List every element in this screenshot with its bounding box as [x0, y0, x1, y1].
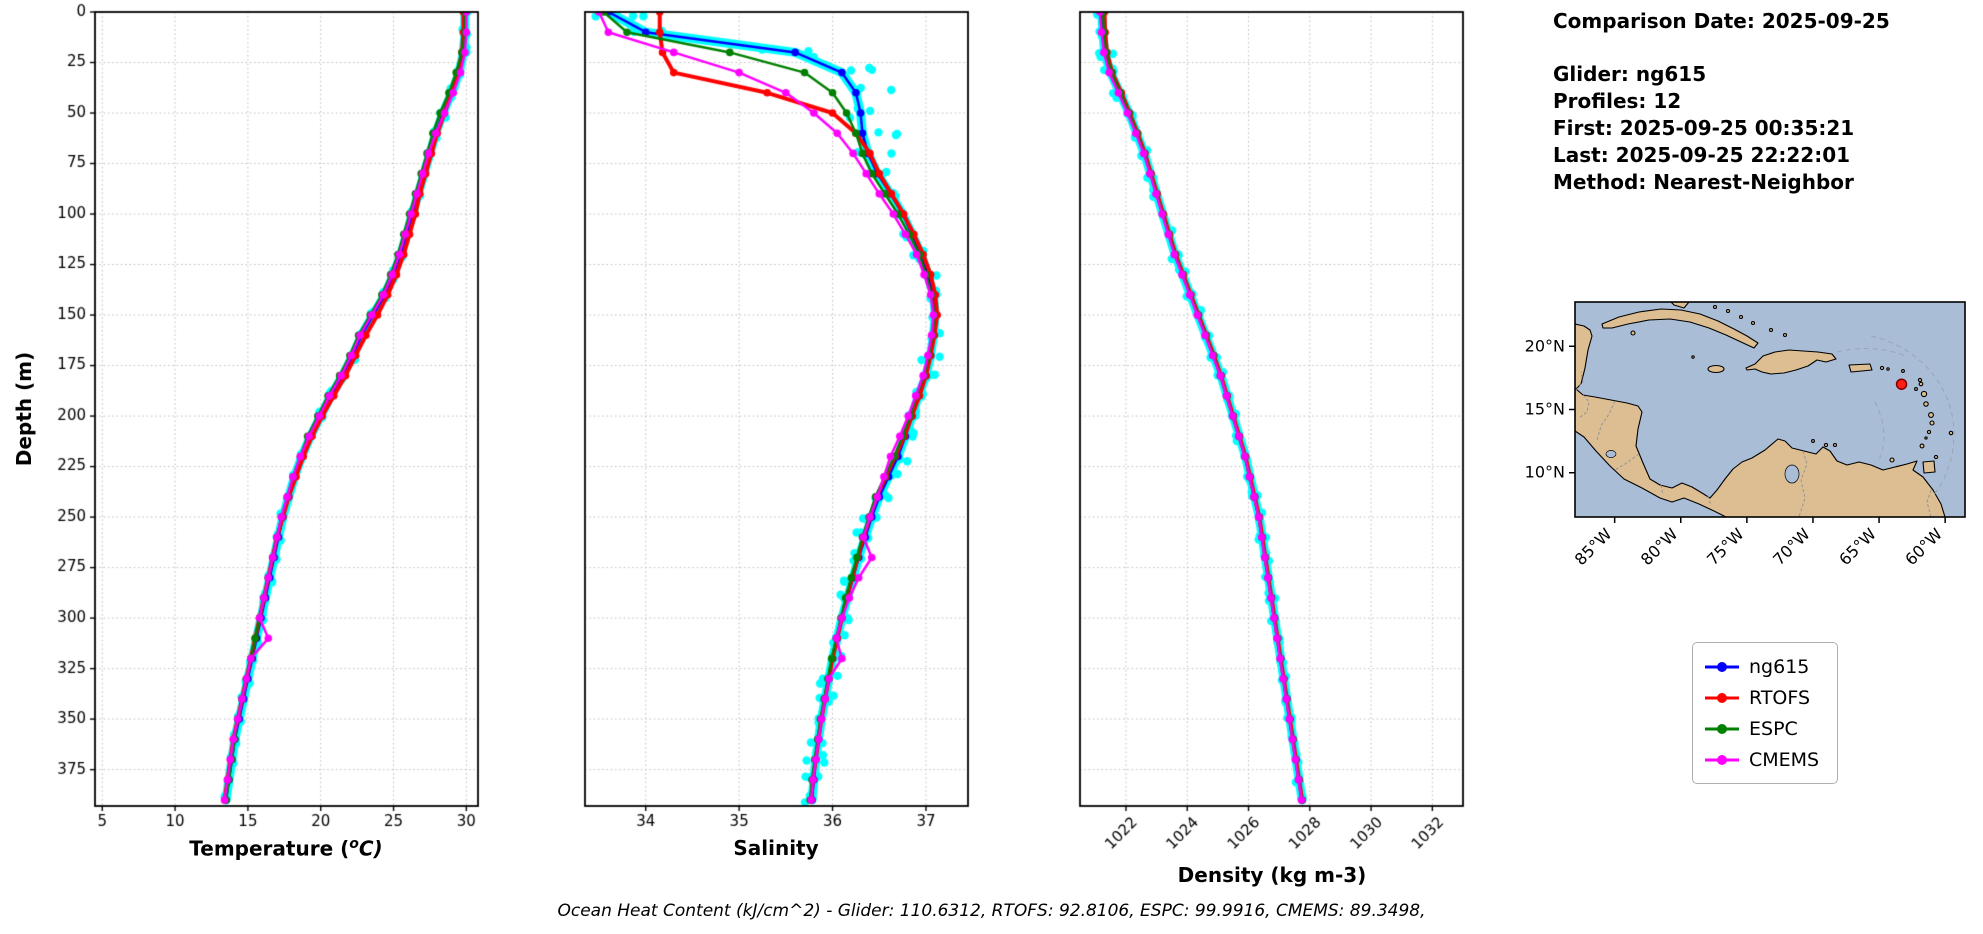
density-axis-title: Density (kg m-3) — [1177, 863, 1367, 887]
map-island-shape — [1933, 454, 1939, 460]
map-lat-tick-label: 10°N — [1525, 463, 1565, 482]
legend-item-cmems: CMEMS — [1705, 744, 1819, 775]
legend-label: ESPC — [1749, 717, 1798, 740]
map-island-shape — [1918, 381, 1924, 387]
legend-item-ng615: ng615 — [1705, 651, 1819, 682]
map-cuba-shape — [1601, 308, 1759, 349]
legend-dot-icon — [1717, 692, 1727, 703]
map-island-shape — [1691, 355, 1695, 359]
map-island-shape — [1630, 330, 1636, 336]
legend-marker-icon — [1705, 754, 1739, 765]
info-panel-gap — [1553, 35, 1890, 61]
ocean-heat-content-footer: Ocean Heat Content (kJ/cm^2) - Glider: 1… — [557, 901, 1426, 921]
legend-list: ng615 RTOFS ESPC CMEMS — [1705, 651, 1819, 775]
map-island-shape — [1782, 332, 1788, 338]
map-island-shape — [1929, 420, 1935, 426]
axis-title-text: C) — [358, 836, 383, 861]
map-island-shape — [1886, 367, 1890, 371]
map-island-shape — [1823, 442, 1829, 448]
legend-item-espc: ESPC — [1705, 713, 1819, 744]
map-jamaica-shape — [1707, 364, 1725, 374]
map-eez-lines — [1836, 335, 1955, 499]
map-island-shape — [1832, 442, 1838, 448]
map-lake-nicaragua — [1605, 450, 1617, 458]
glider-position-marker — [1895, 378, 1908, 390]
map-lon-tick-label: 80°W — [1637, 524, 1682, 569]
map-island-shape — [1725, 308, 1731, 314]
map-lon-tick-label: 75°W — [1703, 524, 1748, 569]
map-island-shape — [1920, 390, 1928, 398]
legend-dot-icon — [1717, 723, 1727, 734]
map-island-shape — [1914, 387, 1918, 391]
legend-label: CMEMS — [1749, 748, 1820, 771]
map-lon-tick-label: 65°W — [1835, 524, 1880, 569]
map-content — [1575, 302, 1955, 517]
map-island-shape — [1928, 412, 1934, 418]
legend-label: RTOFS — [1749, 686, 1811, 709]
last-profile-time: Last: 2025-09-25 22:22:01 — [1553, 143, 1851, 167]
profiles-count: Profiles: 12 — [1553, 89, 1682, 113]
depth-axis-label: Depth (m) — [12, 351, 36, 467]
map-florida-shape — [1670, 302, 1690, 309]
map-island-shape — [1738, 314, 1744, 320]
legend-dot-icon — [1717, 661, 1727, 672]
map-island-shape — [1924, 436, 1928, 440]
axis-title-sup: o — [349, 836, 359, 852]
comparison-date: Comparison Date: 2025-09-25 — [1553, 9, 1890, 33]
legend-item-rtofs: RTOFS — [1705, 682, 1819, 713]
legend-marker-icon — [1705, 661, 1739, 672]
map-puerto-rico-shape — [1848, 363, 1873, 373]
profile-plots-canvas — [0, 0, 1530, 875]
legend-marker-icon — [1705, 723, 1739, 734]
map-lat-tick-label: 20°N — [1525, 336, 1565, 355]
map-lake-maracaibo — [1784, 464, 1800, 484]
temperature-axis-title: Temperature (oC) — [189, 836, 382, 861]
map-island-shape — [1879, 365, 1885, 371]
legend: ng615 RTOFS ESPC CMEMS — [1692, 642, 1839, 784]
map-island-shape — [1889, 457, 1895, 463]
first-profile-time: First: 2025-09-25 00:35:21 — [1553, 116, 1855, 140]
map-lon-tick-label: 85°W — [1571, 524, 1616, 569]
legend-dot-icon — [1717, 754, 1727, 765]
salinity-axis-title: Salinity — [733, 836, 819, 860]
map-island-shape — [1926, 429, 1932, 435]
info-panel: Comparison Date: 2025-09-25 Glider: ng61… — [1553, 8, 1890, 196]
map-island-shape — [1901, 369, 1905, 373]
legend-marker-icon — [1705, 692, 1739, 703]
map-island-shape — [1917, 377, 1923, 383]
map-island-shape — [1811, 439, 1815, 443]
legend-label: ng615 — [1749, 655, 1810, 678]
glider-name: Glider: ng615 — [1553, 62, 1707, 86]
map-trinidad-shape — [1922, 460, 1936, 474]
map-hispaniola-shape — [1745, 349, 1837, 375]
map-country-borders — [1575, 371, 1932, 517]
map-lat-tick-label: 15°N — [1525, 400, 1565, 419]
map-island-shape — [1750, 320, 1756, 326]
map-island-shape — [1923, 401, 1929, 407]
map-lon-tick-label: 70°W — [1769, 524, 1814, 569]
comparison-method: Method: Nearest-Neighbor — [1553, 170, 1854, 194]
map-island-shape — [1768, 327, 1774, 333]
axis-title-text: Temperature ( — [189, 836, 350, 861]
map-island-shape — [1948, 430, 1954, 436]
location-map: 20°N 15°N 10°N 85°W 80°W 75°W 70°W 65°W 60°W — [1525, 301, 1966, 569]
map-lon-tick-label: 60°W — [1901, 524, 1946, 569]
map-island-shape — [1919, 443, 1925, 449]
map-mainland-shape — [1575, 323, 1946, 517]
map-island-shape — [1712, 304, 1718, 310]
